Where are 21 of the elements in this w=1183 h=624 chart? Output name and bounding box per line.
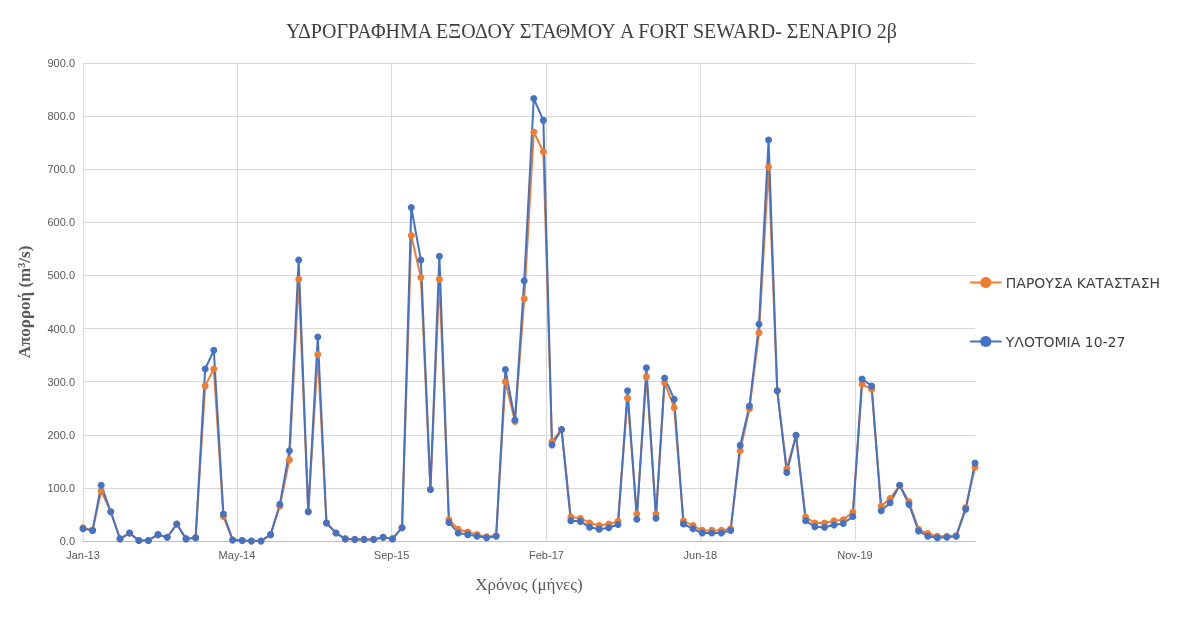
y-tick-label: 600.0: [47, 216, 75, 229]
x-tick-label: May-14: [218, 548, 256, 561]
y-tick-label: 800.0: [47, 110, 75, 123]
chart-title: ΥΔΡΟΓΡΑΦΗΜΑ ΕΞΟΔΟΥ ΣΤΑΘΜΟΥ A FORT SEWARD- ΣΕΝΑΡΙΟ 2β: [286, 20, 897, 43]
y-tick-label: 700.0: [47, 163, 75, 176]
y-tick-label: 300.0: [47, 375, 75, 388]
y-tick-label: 500.0: [47, 269, 75, 282]
y-tick-label: 400.0: [47, 322, 75, 335]
y-tick-label: 900.0: [47, 57, 75, 69]
y-axis-title: Απορροή (m³/s): [15, 245, 34, 359]
x-tick-label: Nov-19: [837, 548, 873, 561]
legend-label: ΥΛΟΤΟΜΙΑ 10-27: [1004, 333, 1126, 350]
x-tick-label: Jun-18: [683, 548, 718, 561]
x-tick-label: Sep-15: [373, 548, 410, 561]
x-tick-label: Feb-17: [529, 548, 564, 561]
x-axis-title: Χρόνος (μήνες): [475, 575, 583, 594]
y-tick-label: 200.0: [47, 428, 75, 441]
legend-label: ΠΑΡΟΥΣΑ ΚΑΤΑΣΤΑΣΗ: [1005, 274, 1161, 291]
y-tick-label: 0.0: [59, 535, 75, 547]
y-tick-label: 100.0: [47, 481, 75, 494]
x-tick-label: Jan-13: [66, 548, 100, 561]
